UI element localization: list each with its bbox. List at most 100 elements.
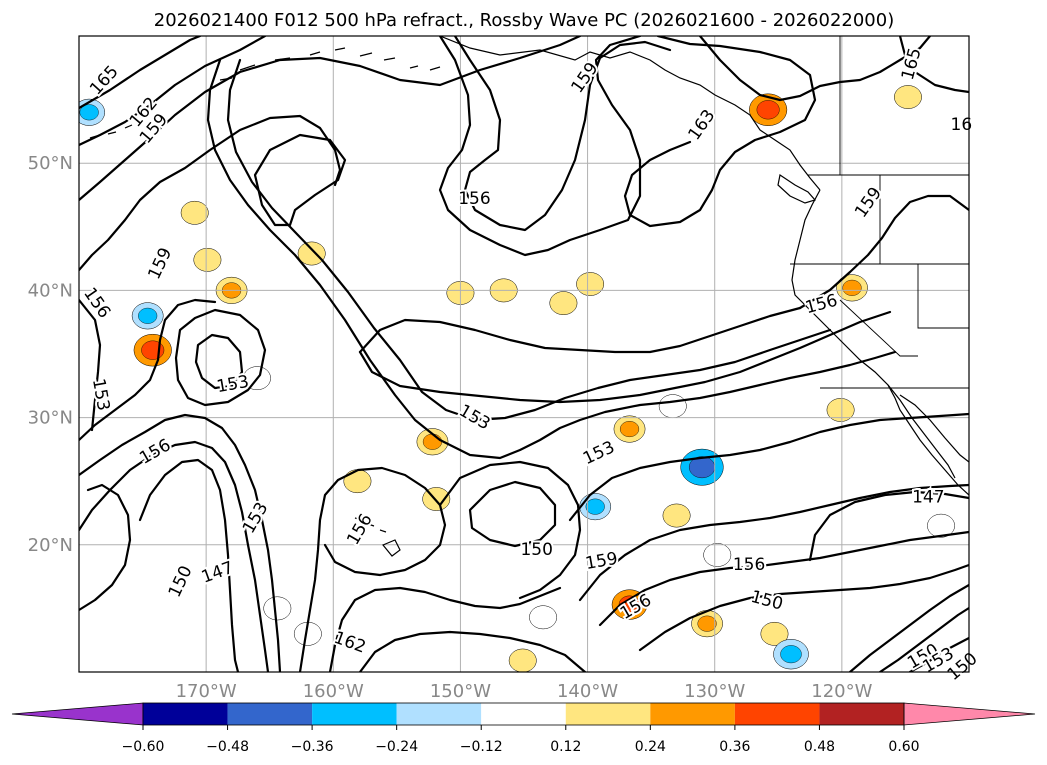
contour-label-13: 156 (458, 189, 490, 209)
colorbar-segment-2 (312, 703, 397, 725)
contour-153-sw (79, 413, 282, 672)
contour-156-west (79, 114, 342, 272)
vancouver-island (777, 174, 817, 204)
map-background (79, 36, 969, 672)
shaded-blob-core-2 (79, 104, 99, 121)
contour-162-nw (79, 36, 267, 147)
latitude-tick-labels: 20°N 30°N 40°N 50°N (28, 153, 73, 556)
shaded-blob-24 (529, 605, 558, 630)
shaded-blob-core-21 (842, 279, 862, 296)
colorbar-tick-label-1: −0.48 (206, 739, 249, 755)
shaded-blob-core-26 (780, 645, 802, 664)
contour-159-hawaii (328, 586, 562, 672)
contour-150-loop-central (468, 480, 557, 548)
contour-153-se-corner (878, 606, 969, 672)
shaded-blob-4 (180, 200, 209, 225)
colorbar-segment-8 (819, 703, 904, 725)
contour-153-mid-loop (358, 310, 892, 404)
contour-156-south-central (598, 530, 969, 627)
contour-150-sw (79, 440, 270, 672)
contour-159-se (623, 36, 817, 228)
contour-156-loop (253, 133, 347, 227)
colorbar-tick-label-5: 0.12 (550, 739, 581, 755)
colorbar-segment-5 (565, 703, 651, 725)
shaded-blob-core-19 (697, 615, 717, 632)
colorbar-outline (142, 702, 905, 726)
contour-165-nw (79, 36, 202, 110)
colorbar-extend-high (903, 702, 1036, 726)
colorbar-segment-0 (143, 703, 228, 725)
lat-tick-label-2: 40°N (28, 280, 73, 301)
colorbar-segment-1 (227, 703, 313, 725)
contour-159-nw (79, 36, 582, 202)
colorbar-tick-label-7: 0.36 (719, 739, 750, 755)
colorbar: −0.60 −0.48 −0.36 −0.24 −0.12 0.12 0.24 0.36 0.4… (11, 702, 1036, 755)
lon-tick-label-4: 130°W (684, 681, 745, 702)
contour-label-15: 150 (520, 540, 552, 560)
shaded-blob-32 (263, 596, 292, 621)
contour-156-sw (79, 298, 217, 442)
colorbar-tick-label-6: 0.24 (635, 739, 666, 755)
colorbar-tick-label-2: −0.36 (291, 739, 334, 755)
contour-150-south-west (79, 483, 132, 612)
contour-159-south-central (578, 483, 969, 602)
contour-165-ne (898, 36, 969, 94)
hawaii-islands (354, 517, 401, 557)
contour-156-central (438, 36, 642, 257)
shaded-blob-29 (927, 513, 955, 538)
colorbar-tick-label-8: 0.48 (804, 739, 835, 755)
us-state-borders (790, 36, 969, 389)
contour-147-sw (138, 458, 240, 672)
contour-162-ne (698, 36, 932, 102)
longitude-tick-labels: 170°W 160°W 150°W 140°W 130°W 120°W (176, 681, 873, 702)
shaded-blob-10 (343, 469, 372, 494)
west-coast (791, 189, 969, 496)
contour-153-central-south (438, 460, 582, 600)
shaded-blob-22 (760, 621, 789, 646)
shaded-anomaly-layer (79, 85, 955, 672)
lat-tick-label-1: 30°N (28, 408, 73, 429)
chart-title: 2026021400 F012 500 hPa refract., Rossby… (154, 10, 895, 31)
shaded-blob-core-1 (138, 307, 158, 324)
lon-tick-label-5: 120°W (811, 681, 872, 702)
contour-150-south-east (638, 563, 969, 652)
colorbar-segment-7 (734, 703, 820, 725)
shaded-blob-27 (894, 85, 922, 109)
colorbar-segment-3 (396, 703, 482, 725)
shaded-blob-28 (576, 272, 605, 296)
colorbar-segment-6 (650, 703, 735, 725)
colorbar-tick-label-0: −0.60 (122, 739, 165, 755)
colorbar-tick-label-9: 0.60 (888, 739, 919, 755)
contour-153-south-central (568, 412, 969, 522)
contour-label-25: 147 (912, 488, 944, 508)
alaska-coastline (439, 36, 821, 191)
colorbar-segment-4 (481, 703, 566, 725)
contour-159-central (453, 36, 672, 232)
contour-162-south (358, 630, 587, 672)
colorbar-tick-label-3: −0.24 (375, 739, 418, 755)
map-frame (78, 35, 970, 673)
contour-147-east (808, 490, 969, 562)
contour-150-long-curve (226, 58, 832, 422)
lat-tick-label-3: 50°N (28, 153, 73, 174)
contour-label-21: 156 (733, 555, 765, 575)
shaded-blob-3 (193, 247, 222, 272)
colorbar-extend-low (11, 702, 144, 726)
contour-lines (79, 36, 969, 672)
contour-150-se-corner (848, 583, 969, 672)
shaded-blob-30 (826, 398, 855, 422)
shaded-blob-15 (658, 394, 687, 419)
colorbar-tick-label-4: −0.12 (460, 739, 503, 755)
shaded-blob-core-14 (619, 421, 640, 438)
shaded-blob-core-23 (585, 498, 605, 515)
contour-153-loop-west (174, 308, 267, 407)
contour-153-long-curve (206, 58, 897, 460)
lon-tick-label-0: 170°W (176, 681, 237, 702)
shaded-blob-6 (297, 241, 326, 266)
contour-156-mid (358, 306, 802, 354)
contour-153-inner-loop (194, 333, 244, 390)
shaded-blob-core-8 (422, 433, 443, 450)
contour-label-30: 16 (951, 115, 973, 135)
lat-tick-label-0: 20°N (28, 535, 73, 556)
